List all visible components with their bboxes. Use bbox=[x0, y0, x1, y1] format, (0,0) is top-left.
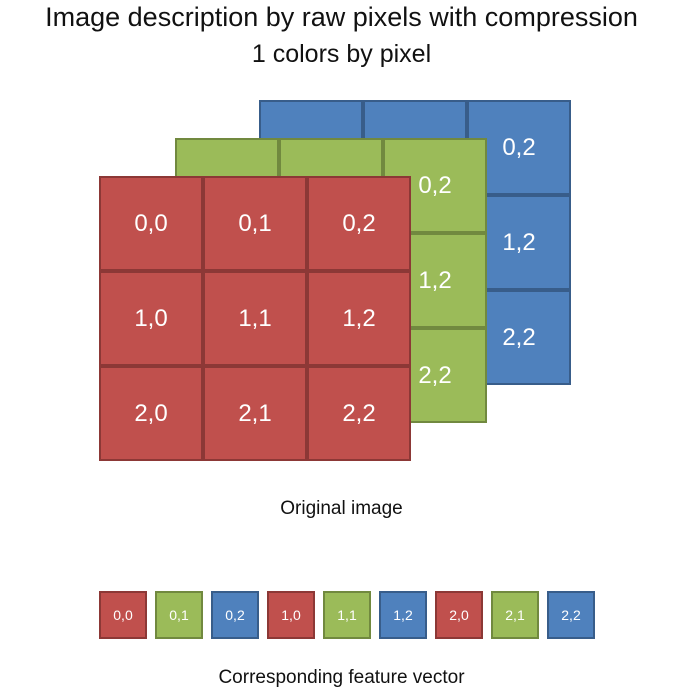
original-image-caption: Original image bbox=[280, 498, 403, 519]
vector-cell: 2,0 bbox=[435, 591, 483, 639]
red-cell: 0,2 bbox=[307, 176, 411, 271]
red-cell: 2,2 bbox=[307, 366, 411, 461]
diagram-subtitle: 1 colors by pixel bbox=[251, 40, 432, 68]
vector-cell: 0,0 bbox=[99, 591, 147, 639]
red-cell: 2,1 bbox=[203, 366, 307, 461]
vector-cell: 2,2 bbox=[547, 591, 595, 639]
red-cell: 0,1 bbox=[203, 176, 307, 271]
red-cell: 0,0 bbox=[99, 176, 203, 271]
red-cell: 1,2 bbox=[307, 271, 411, 366]
red-cell: 1,1 bbox=[203, 271, 307, 366]
vector-cell: 0,1 bbox=[155, 591, 203, 639]
vector-cell: 1,0 bbox=[267, 591, 315, 639]
red-cell: 1,0 bbox=[99, 271, 203, 366]
feature-vector: 0,0 0,1 0,2 1,0 1,1 1,2 2,0 2,1 2,2 bbox=[99, 591, 595, 639]
vector-cell: 2,1 bbox=[491, 591, 539, 639]
vector-cell: 1,1 bbox=[323, 591, 371, 639]
vector-cell: 1,2 bbox=[379, 591, 427, 639]
diagram-title: Image description by raw pixels with com… bbox=[45, 2, 638, 32]
red-cell: 2,0 bbox=[99, 366, 203, 461]
feature-vector-caption: Corresponding feature vector bbox=[218, 667, 465, 688]
red-channel-layer: 0,0 0,1 0,2 1,0 1,1 1,2 2,0 2,1 2,2 bbox=[99, 176, 411, 461]
vector-cell: 0,2 bbox=[211, 591, 259, 639]
